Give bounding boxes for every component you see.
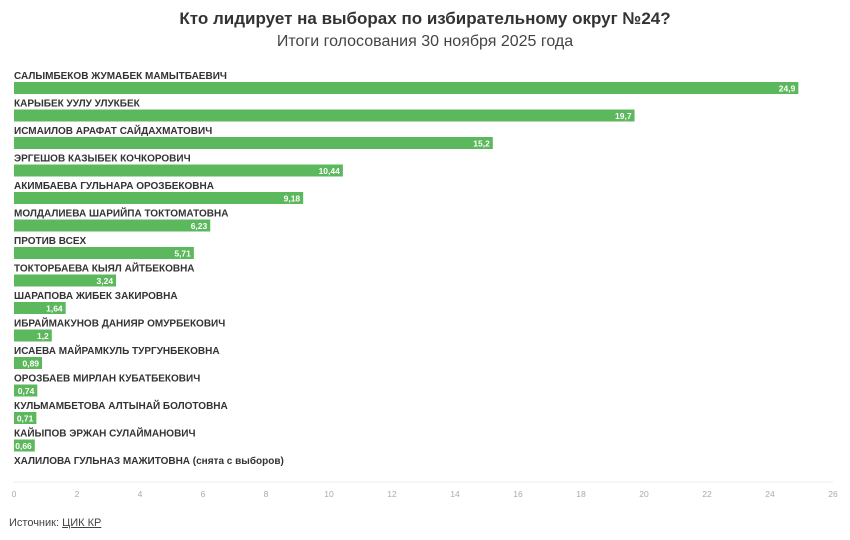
x-tick-label: 6 <box>201 489 206 499</box>
x-tick-label: 12 <box>387 489 397 499</box>
bar-value-label: 0,71 <box>17 414 34 424</box>
bar-value-label: 6,23 <box>191 221 208 231</box>
bar-label: МОЛДАЛИЕВА ШАРИЙПА ТОКТОМАТОВНА <box>14 207 228 220</box>
x-tick-label: 14 <box>450 489 460 499</box>
bar-label: ПРОТИВ ВСЕХ <box>14 236 87 247</box>
source-link[interactable]: ЦИК КР <box>62 517 102 529</box>
x-tick-label: 26 <box>828 489 838 499</box>
bar-label: ОРОЗБАЕВ МИРЛАН КУБАТБЕКОВИЧ <box>14 374 200 385</box>
bar-value-label: 1,2 <box>37 331 49 341</box>
bar-value-label: 0,74 <box>18 386 35 396</box>
bar-value-label: 10,44 <box>319 166 341 176</box>
x-tick-label: 16 <box>513 489 523 499</box>
source-label: Источник: <box>9 517 60 529</box>
chart-title: Кто лидирует на выборах по избирательном… <box>179 9 671 28</box>
bar-label: КАРЫБЕК УУЛУ УЛУКБЕК <box>14 99 141 110</box>
source-note: Источник: ЦИК КР <box>9 517 101 529</box>
bar-value-label: 0,89 <box>22 359 39 369</box>
bar-label: КАЙЫПОВ ЭРЖАН СУЛАЙМАНОВИЧ <box>14 427 196 440</box>
x-tick-label: 10 <box>324 489 334 499</box>
bar <box>14 412 37 424</box>
x-tick-label: 4 <box>138 489 143 499</box>
bar <box>14 357 43 369</box>
x-tick-label: 2 <box>75 489 80 499</box>
x-tick-label: 8 <box>264 489 269 499</box>
bar-value-label: 0,66 <box>15 441 32 451</box>
bar <box>14 384 38 397</box>
bar-value-label: 15,2 <box>473 139 490 149</box>
x-tick-label: 20 <box>639 489 649 499</box>
bar <box>14 82 799 94</box>
bar-label: ИБРАЙМАКУНОВ ДАНИЯР ОМУРБЕКОВИЧ <box>14 317 225 330</box>
bar-label: ИСАЕВА МАЙРАМКУЛЬ ТУРГУНБЕКОВНА <box>14 344 220 357</box>
bar-label: ХАЛИЛОВА ГУЛЬНАЗ МАЖИТОВНА (снята с выбо… <box>14 455 284 467</box>
bar-label: ИСМАИЛОВ АРАФАТ САЙДАХМАТОВИЧ <box>14 124 212 137</box>
x-tick-label: 22 <box>702 489 712 499</box>
bar <box>14 329 52 342</box>
bar <box>14 439 35 452</box>
bar-value-label: 5,71 <box>174 249 191 259</box>
bar-value-label: 9,18 <box>284 194 301 204</box>
bar <box>14 164 343 177</box>
bar <box>14 274 117 287</box>
bar <box>14 302 66 314</box>
bar-label: ШАРАПОВА ЖИБЕК ЗАКИРОВНА <box>14 291 178 302</box>
bar <box>14 192 304 204</box>
bar-label: САЛЫМБЕКОВ ЖУМАБЕК МАМЫТБАЕВИЧ <box>14 71 227 82</box>
bar-value-label: 3,24 <box>97 276 114 286</box>
bar-label: ЭРГЕШОВ КАЗЫБЕК КОЧКОРОВИЧ <box>14 154 191 165</box>
x-tick-label: 18 <box>576 489 586 499</box>
bar-value-label: 1,64 <box>46 304 63 314</box>
chart-subtitle: Итоги голосования 30 ноября 2025 года <box>276 33 574 50</box>
bar-value-label: 24,9 <box>779 84 796 94</box>
bar-value-label: 19,7 <box>615 111 632 121</box>
bar-label: ТОКТОРБАЕВА КЫЯЛ АЙТБЕКОВНА <box>14 262 195 275</box>
x-tick-label: 0 <box>12 489 17 499</box>
bar <box>14 137 493 149</box>
bar-label: КУЛЬМАМБЕТОВА АЛТЫНАЙ БОЛОТОВНА <box>14 399 228 412</box>
bar <box>14 219 211 232</box>
x-tick-label: 24 <box>765 489 775 499</box>
bar <box>14 109 635 122</box>
bar <box>14 247 194 259</box>
bar-label: АКИМБАЕВА ГУЛЬНАРА ОРОЗБЕКОВНА <box>14 181 214 192</box>
